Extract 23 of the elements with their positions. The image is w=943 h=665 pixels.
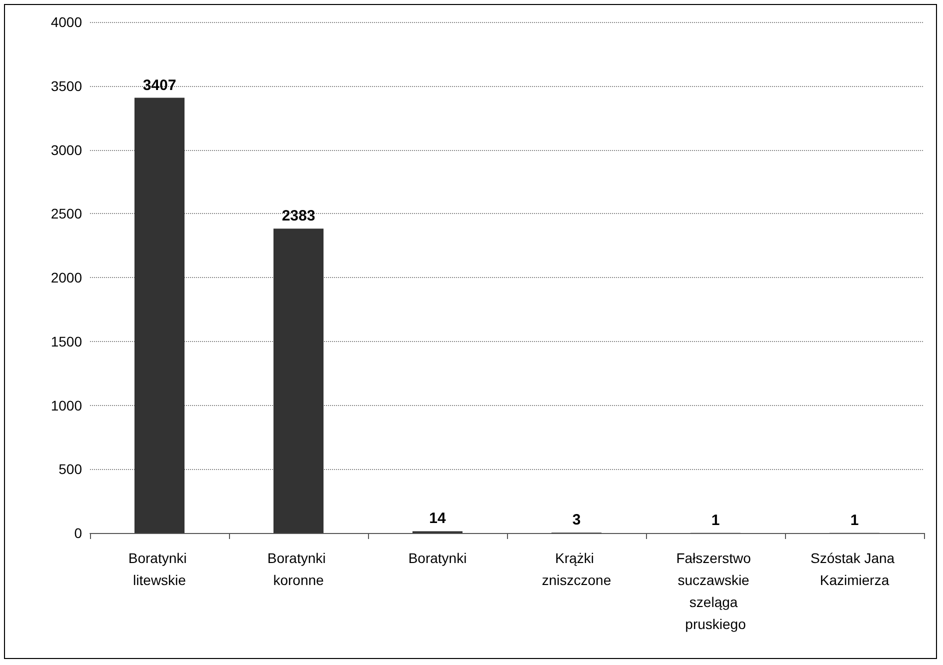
y-tick-label: 3000: [50, 142, 82, 158]
data-label: 3407: [142, 76, 176, 94]
y-tick-label: 1000: [50, 397, 82, 414]
y-tick-label: 4000: [50, 14, 82, 30]
data-label: 1: [711, 512, 720, 529]
data-label: 3: [572, 512, 581, 529]
y-tick-label: 2000: [50, 270, 82, 286]
bar: [134, 98, 185, 533]
x-tick-label: Boratynki litewskie: [128, 550, 191, 588]
y-tick-label: 500: [58, 461, 82, 478]
data-label: 1: [850, 512, 859, 529]
x-tick-label: Boratynki: [408, 550, 467, 566]
x-tick-label: Szóstak Jana Kazimierza: [810, 550, 898, 588]
y-tick-label: 1500: [50, 333, 82, 350]
y-tick-label: 3500: [50, 78, 82, 94]
x-tick-label: Krążki zniszczone: [542, 550, 612, 588]
bar: [273, 228, 324, 533]
y-tick-label: 2500: [50, 206, 82, 222]
data-label: 2383: [282, 208, 316, 225]
x-tick-label: Boratynki koronne: [267, 550, 330, 588]
y-tick-label: 0: [74, 525, 82, 541]
data-label: 14: [429, 510, 446, 528]
x-tick-label: Fałszerstwo suczawskie szeląga pruskiego: [676, 550, 755, 632]
